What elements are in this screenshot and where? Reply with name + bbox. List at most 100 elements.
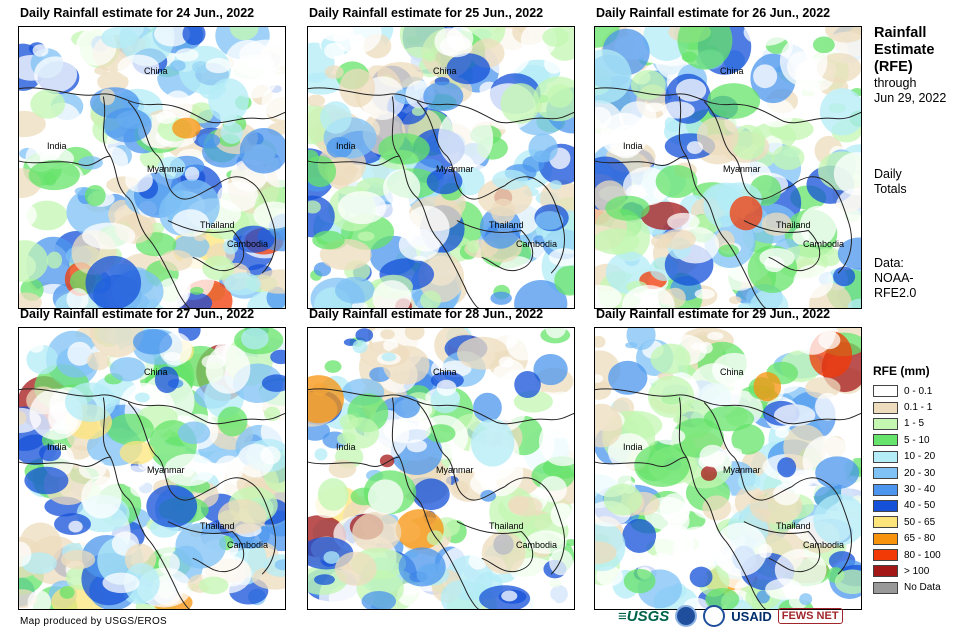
rainfall-cell: [361, 590, 397, 609]
rainfall-cell: [777, 457, 797, 478]
rainfall-cell: [156, 110, 176, 124]
rainfall-cell: [352, 511, 402, 553]
rainfall-cell: [595, 27, 620, 48]
rainfall-cell: [545, 328, 567, 339]
country-border: [595, 87, 861, 124]
rainfall-cell: [241, 328, 269, 350]
rainfall-cell: [765, 578, 803, 600]
rainfall-cell: [202, 255, 235, 281]
rainfall-cell: [339, 414, 359, 430]
rainfall-cell: [89, 328, 144, 358]
map-panel-29jun: Daily Rainfall estimate for 29 Jun., 202…: [594, 307, 864, 610]
rainfall-cell: [28, 340, 44, 353]
rainfall-cell: [107, 413, 154, 446]
rainfall-cell: [426, 168, 463, 195]
country-border: [102, 397, 190, 609]
rainfall-cell: [438, 108, 494, 169]
sidebar-data-source: Data: NOAA- RFE2.0: [874, 256, 916, 301]
rainfall-cell: [172, 117, 201, 139]
noaa-logo-icon: [675, 605, 698, 627]
label-thailand: Thailand: [489, 220, 524, 230]
rainfall-cell: [328, 459, 357, 479]
rainfall-cell: [696, 116, 739, 156]
rainfall-cell: [654, 524, 695, 565]
rainfall-cell: [539, 475, 567, 503]
rainfall-cell: [119, 440, 155, 465]
legend-swatch: [873, 549, 898, 562]
rainfall-cell: [707, 83, 761, 119]
rainfall-cell: [308, 200, 321, 214]
rainfall-cell: [134, 392, 150, 403]
legend-swatch: [873, 467, 898, 480]
label-myanmar: Myanmar: [436, 465, 474, 475]
legend-item: 10 - 20: [873, 449, 941, 465]
rainfall-cell: [595, 374, 604, 384]
panel-title: Daily Rainfall estimate for 29 Jun., 202…: [596, 307, 831, 321]
rainfall-cell: [399, 27, 446, 59]
rainfall-cell: [36, 145, 54, 158]
rainfall-cell: [498, 356, 515, 368]
label-myanmar: Myanmar: [723, 164, 761, 174]
rainfall-cell: [229, 27, 259, 41]
label-myanmar: Myanmar: [723, 465, 761, 475]
rainfall-cell: [261, 83, 285, 120]
rainfall-cell: [372, 280, 412, 308]
rainfall-cell: [805, 377, 841, 399]
rainfall-cell: [78, 156, 103, 170]
rainfall-cell: [255, 269, 285, 294]
rainfall-cell: [729, 296, 742, 305]
rainfall-cell: [94, 66, 108, 75]
legend-swatch: [873, 434, 898, 447]
rainfall-cell: [833, 152, 861, 196]
rainfall-cell: [19, 500, 32, 522]
rainfall-cell: [28, 159, 80, 191]
rainfall-cell: [773, 483, 800, 506]
country-border: [19, 87, 285, 124]
rainfall-cell: [816, 53, 861, 83]
label-cambodia: Cambodia: [516, 239, 558, 249]
rainfall-map: China India Myanmar Thailand Cambodia: [18, 327, 286, 610]
sidebar-date: Jun 29, 2022: [874, 91, 947, 105]
rainfall-cell: [420, 290, 441, 308]
rainfall-cell: [125, 168, 153, 193]
legend-item: 20 - 30: [873, 465, 941, 481]
rainfall-cell: [164, 453, 215, 487]
country-border: [308, 155, 400, 166]
sidebar-period: Daily Totals: [874, 167, 907, 197]
rainfall-cell: [130, 480, 153, 498]
legend-item: 1 - 5: [873, 416, 941, 432]
rainfall-cell: [39, 444, 62, 462]
country-border: [19, 388, 285, 425]
sidebar-data-line3: RFE2.0: [874, 286, 917, 300]
rainfall-cell: [677, 27, 733, 70]
rainfall-cell: [19, 110, 46, 138]
rainfall-cell: [46, 251, 63, 269]
rainfall-cell: [308, 375, 344, 424]
rainfall-cell: [595, 49, 632, 104]
country-border: [595, 388, 861, 425]
rainfall-cell: [324, 65, 344, 79]
country-border: [678, 96, 766, 308]
rainfall-cell: [686, 141, 703, 155]
label-thailand: Thailand: [200, 220, 235, 230]
rainfall-cell: [737, 471, 761, 491]
label-thailand: Thailand: [776, 521, 811, 531]
legend-swatch: [873, 532, 898, 545]
rainfall-cell: [182, 27, 206, 46]
country-border: [504, 176, 565, 274]
rainfall-cell: [205, 344, 251, 394]
rainfall-cell: [84, 184, 106, 207]
rainfall-cell: [317, 478, 349, 511]
rfe-legend: RFE (mm) 0 - 0.1 0.1 - 1 1 - 5 5 - 10 10 - 2…: [873, 364, 941, 596]
rainfall-map: China India Myanmar Thailand Cambodia: [307, 26, 575, 309]
label-india: India: [623, 442, 643, 452]
rainfall-cell: [533, 576, 574, 609]
label-india: India: [47, 442, 67, 452]
country-border: [595, 456, 687, 467]
country-border: [308, 87, 574, 124]
rainfall-cell: [764, 256, 785, 273]
rainfall-cell: [690, 342, 705, 350]
rainfall-cell: [470, 418, 515, 467]
legend-swatch: [873, 401, 898, 414]
rainfall-cell: [423, 81, 464, 112]
